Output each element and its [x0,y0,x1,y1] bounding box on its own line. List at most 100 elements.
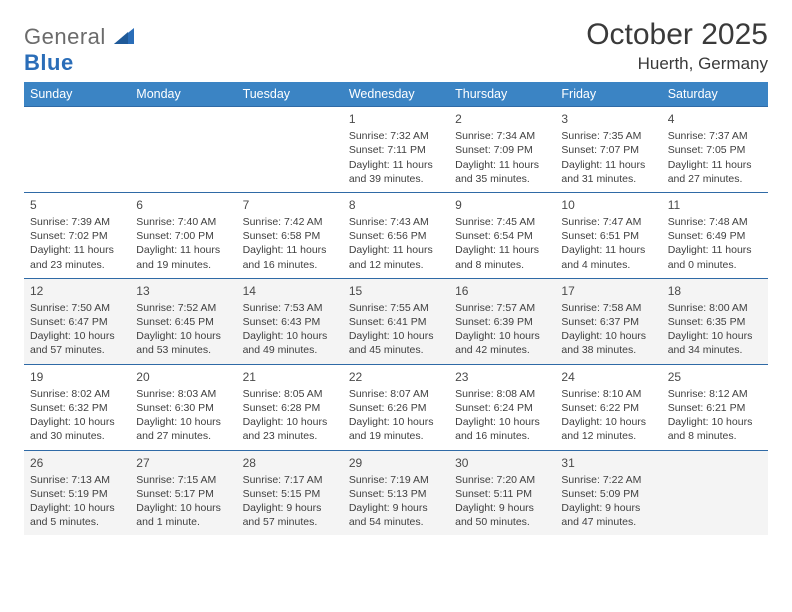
calendar-cell: 1Sunrise: 7:32 AMSunset: 7:11 PMDaylight… [343,107,449,193]
calendar-cell: 17Sunrise: 7:58 AMSunset: 6:37 PMDayligh… [555,278,661,364]
sunrise-text: Sunrise: 7:55 AM [349,301,443,315]
daylight-text: Daylight: 10 hours and 27 minutes. [136,415,230,443]
daylight-text: Daylight: 10 hours and 45 minutes. [349,329,443,357]
daylight-text: Daylight: 10 hours and 8 minutes. [668,415,762,443]
calendar-cell: 10Sunrise: 7:47 AMSunset: 6:51 PMDayligh… [555,192,661,278]
day-number: 10 [561,197,655,213]
sunrise-text: Sunrise: 7:42 AM [243,215,337,229]
sunset-text: Sunset: 6:56 PM [349,229,443,243]
brand-triangle-icon [114,28,134,44]
brand-logo: General Blue [24,18,134,76]
day-number: 26 [30,455,124,471]
sunset-text: Sunset: 5:15 PM [243,487,337,501]
sunset-text: Sunset: 6:45 PM [136,315,230,329]
sunset-text: Sunset: 6:47 PM [30,315,124,329]
calendar-table: Sunday Monday Tuesday Wednesday Thursday… [24,82,768,535]
calendar-cell: 20Sunrise: 8:03 AMSunset: 6:30 PMDayligh… [130,364,236,450]
calendar-cell: 24Sunrise: 8:10 AMSunset: 6:22 PMDayligh… [555,364,661,450]
sunrise-text: Sunrise: 8:05 AM [243,387,337,401]
daylight-text: Daylight: 11 hours and 0 minutes. [668,243,762,271]
daylight-text: Daylight: 10 hours and 57 minutes. [30,329,124,357]
sunrise-text: Sunrise: 7:52 AM [136,301,230,315]
month-title: October 2025 [586,18,768,52]
day-number: 20 [136,369,230,385]
sunset-text: Sunset: 7:00 PM [136,229,230,243]
sunset-text: Sunset: 6:30 PM [136,401,230,415]
calendar-cell: 23Sunrise: 8:08 AMSunset: 6:24 PMDayligh… [449,364,555,450]
daylight-text: Daylight: 11 hours and 8 minutes. [455,243,549,271]
sunrise-text: Sunrise: 8:07 AM [349,387,443,401]
dow-header: Monday [130,82,236,107]
calendar-cell: 21 Sunrise: 8:05 AMSunset: 6:28 PMDayligh… [237,364,343,450]
sunrise-text: Sunrise: 7:34 AM [455,129,549,143]
daylight-text: Daylight: 11 hours and 35 minutes. [455,158,549,186]
dow-header: Sunday [24,82,130,107]
brand-part1: General [24,24,106,49]
calendar-cell [237,107,343,193]
daylight-text: Daylight: 9 hours and 50 minutes. [455,501,549,529]
sunset-text: Sunset: 5:19 PM [30,487,124,501]
sunrise-text: Sunrise: 7:45 AM [455,215,549,229]
sunrise-text: Sunrise: 7:17 AM [243,473,337,487]
day-number: 7 [243,197,337,213]
daylight-text: Daylight: 10 hours and 53 minutes. [136,329,230,357]
calendar-cell: 2Sunrise: 7:34 AMSunset: 7:09 PMDaylight… [449,107,555,193]
day-number: 29 [349,455,443,471]
calendar-cell: 27Sunrise: 7:15 AMSunset: 5:17 PMDayligh… [130,450,236,535]
sunrise-text: Sunrise: 7:53 AM [243,301,337,315]
dow-header: Thursday [449,82,555,107]
daylight-text: Daylight: 10 hours and 30 minutes. [30,415,124,443]
daylight-text: Daylight: 10 hours and 23 minutes. [243,415,337,443]
calendar-cell: 15Sunrise: 7:55 AMSunset: 6:41 PMDayligh… [343,278,449,364]
sunrise-text: Sunrise: 7:13 AM [30,473,124,487]
daylight-text: Daylight: 10 hours and 1 minute. [136,501,230,529]
sunset-text: Sunset: 5:13 PM [349,487,443,501]
daylight-text: Daylight: 11 hours and 16 minutes. [243,243,337,271]
sunrise-text: Sunrise: 7:20 AM [455,473,549,487]
day-number: 8 [349,197,443,213]
day-number: 17 [561,283,655,299]
calendar-cell: 29 Sunrise: 7:19 AMSunset: 5:13 PMDayligh… [343,450,449,535]
daylight-text: Daylight: 9 hours and 54 minutes. [349,501,443,529]
sunset-text: Sunset: 7:11 PM [349,143,443,157]
header-bar: General Blue October 2025 Huerth, German… [24,18,768,76]
day-number: 12 [30,283,124,299]
calendar-cell: 6Sunrise: 7:40 AMSunset: 7:00 PMDaylight… [130,192,236,278]
sunrise-text: Sunrise: 8:00 AM [668,301,762,315]
brand-text: General Blue [24,24,134,76]
dow-header: Wednesday [343,82,449,107]
calendar-cell: 18Sunrise: 8:00 AMSunset: 6:35 PMDayligh… [662,278,768,364]
day-number: 9 [455,197,549,213]
day-number: 1 [349,111,443,127]
calendar-cell: 19Sunrise: 8:02 AMSunset: 6:32 PMDayligh… [24,364,130,450]
calendar-week-row: 5Sunrise: 7:39 AMSunset: 7:02 PMDaylight… [24,192,768,278]
calendar-cell: 12Sunrise: 7:50 AMSunset: 6:47 PMDayligh… [24,278,130,364]
daylight-text: Daylight: 10 hours and 16 minutes. [455,415,549,443]
daylight-text: Daylight: 10 hours and 12 minutes. [561,415,655,443]
daylight-text: Daylight: 11 hours and 4 minutes. [561,243,655,271]
sunrise-text: Sunrise: 8:08 AM [455,387,549,401]
day-number: 5 [30,197,124,213]
day-number: 28 [243,455,337,471]
sunset-text: Sunset: 6:28 PM [243,401,337,415]
sunset-text: Sunset: 7:05 PM [668,143,762,157]
sunrise-text: Sunrise: 8:12 AM [668,387,762,401]
daylight-text: Daylight: 10 hours and 34 minutes. [668,329,762,357]
day-number: 23 [455,369,549,385]
calendar-cell: 14Sunrise: 7:53 AMSunset: 6:43 PMDayligh… [237,278,343,364]
daylight-text: Daylight: 11 hours and 12 minutes. [349,243,443,271]
calendar-cell: 5Sunrise: 7:39 AMSunset: 7:02 PMDaylight… [24,192,130,278]
sunrise-text: Sunrise: 7:32 AM [349,129,443,143]
sunrise-text: Sunrise: 7:19 AM [349,473,443,487]
daylight-text: Daylight: 11 hours and 23 minutes. [30,243,124,271]
calendar-cell: 3Sunrise: 7:35 AMSunset: 7:07 PMDaylight… [555,107,661,193]
day-number: 31 [561,455,655,471]
day-number: 6 [136,197,230,213]
sunrise-text: Sunrise: 7:39 AM [30,215,124,229]
day-number: 21 [243,369,337,385]
sunrise-text: Sunrise: 8:02 AM [30,387,124,401]
sunset-text: Sunset: 6:26 PM [349,401,443,415]
sunset-text: Sunset: 5:09 PM [561,487,655,501]
dow-header: Saturday [662,82,768,107]
day-number: 13 [136,283,230,299]
